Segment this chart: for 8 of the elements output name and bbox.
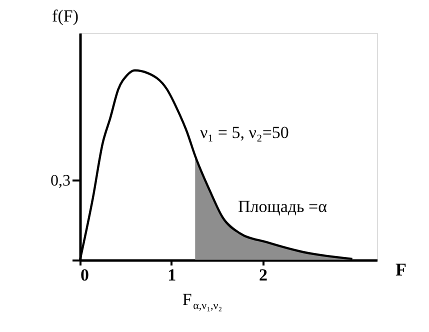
annotation: Площадь =α	[238, 197, 328, 216]
annotation: ν₁ = 5, ν₂=50	[200, 123, 289, 142]
y-tick-label: 0,3	[50, 172, 70, 190]
y-axis-title: f(F)	[52, 6, 78, 26]
x-tick-label: 2	[259, 266, 268, 284]
x-tick-label: 0	[80, 266, 89, 284]
x-tick-label: 1	[168, 266, 176, 284]
x-axis-title: F	[396, 260, 406, 280]
